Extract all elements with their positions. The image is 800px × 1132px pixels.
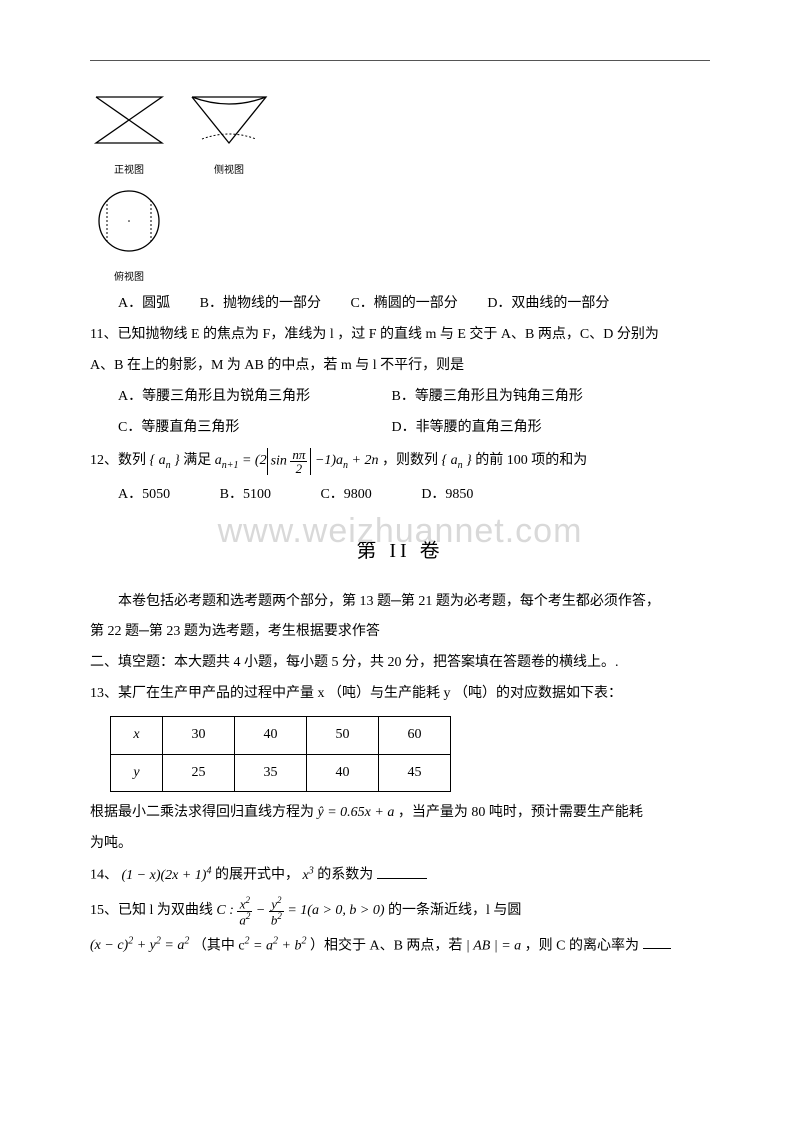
cell: 40 xyxy=(307,754,379,792)
cell: 45 xyxy=(379,754,451,792)
q15-line1: 15、已知 l 为双曲线 C : x2a2 − y2b2 = 1(a > 0, … xyxy=(90,891,710,930)
q13-line3: 为吨。 xyxy=(90,829,710,860)
q11-line2: A、B 在上的射影，M 为 AB 的中点，若 m 与 l 不平行，则是 xyxy=(90,351,710,382)
q14-expr: (1 − x)(2x + 1) xyxy=(122,868,207,883)
cell: x xyxy=(111,716,163,754)
q10-options: A．圆弧 B．抛物线的一部分 C．椭圆的一部分 D．双曲线的一部分 xyxy=(90,289,710,320)
q15-l2-ab: | AB | = a xyxy=(466,938,521,953)
cell: 25 xyxy=(163,754,235,792)
q15-l2-pre: (x − c) xyxy=(90,938,128,953)
q13-eq: ŷ = 0.65x + a xyxy=(318,805,398,820)
q14-x3exp: 3 xyxy=(309,865,314,876)
q11-options-row1: A．等腰三角形且为锐角三角形 B．等腰三角形且为钝角三角形 xyxy=(90,382,710,413)
q11-line1: 11、已知抛物线 E 的焦点为 F，准线为 l ，过 F 的直线 m 与 E 交… xyxy=(90,320,710,351)
q15-cond: = 1(a > 0, b > 0) xyxy=(287,903,388,918)
q13-line2: 根据最小二乘法求得回归直线方程为 ŷ = 0.65x + a ，当产量为 80 … xyxy=(90,798,710,829)
q15-line2: (x − c)2 + y2 = a2 （其中 c2 = a2 + b2 ）相交于… xyxy=(90,931,710,962)
q15-l2-mid: + y xyxy=(137,938,156,953)
side-view-label: 侧视图 xyxy=(186,160,272,182)
q12-opt-c: C．9800 xyxy=(320,487,371,502)
blank xyxy=(643,948,671,949)
table-row: x 30 40 50 60 xyxy=(111,716,451,754)
q15-l1-post: 的一条渐近线，l 与圆 xyxy=(388,903,521,918)
q14: 14、 (1 − x)(2x + 1)4 的展开式中， x3 的系数为 xyxy=(90,860,710,891)
section2-intro1: 本卷包括必考题和选考题两个部分，第 13 题─第 21 题为必考题，每个考生都必… xyxy=(90,587,710,618)
cell: 40 xyxy=(235,716,307,754)
q14-mid: 的展开式中， xyxy=(215,868,299,883)
q14-after: 的系数为 xyxy=(317,868,373,883)
q12-opt-d: D．9850 xyxy=(421,487,473,502)
q14-pre: 14、 xyxy=(90,868,118,883)
section2-intro2: 第 22 题─第 23 题为选考题，考生根据要求作答 xyxy=(90,617,710,648)
q15-l2-tail: ，则 C 的离心率为 xyxy=(525,938,639,953)
q15-l1-pre: 15、已知 l 为双曲线 xyxy=(90,903,213,918)
side-view: 侧视图 xyxy=(186,91,272,182)
q12-after: ，则数列 xyxy=(382,453,438,468)
q12-text: 12、数列 { an } 满足 an+1 = (2sin nπ2 −1)an +… xyxy=(90,443,710,479)
table-row: y 25 35 40 45 xyxy=(111,754,451,792)
q13-line2b: ，当产量为 80 吨时，预计需要生产能耗 xyxy=(398,805,643,820)
q10-opt-b: B．抛物线的一部分 xyxy=(200,296,321,311)
cell: 50 xyxy=(307,716,379,754)
cell: 60 xyxy=(379,716,451,754)
q12-prefix: 12、数列 xyxy=(90,453,146,468)
q15-l2-plus: + b xyxy=(282,938,302,953)
q13-table: x 30 40 50 60 y 25 35 40 45 xyxy=(110,716,451,793)
q10-opt-a: A．圆弧 xyxy=(118,296,170,311)
cell: 35 xyxy=(235,754,307,792)
front-view: 正视图 xyxy=(90,91,168,182)
front-view-label: 正视图 xyxy=(90,160,168,182)
blank xyxy=(377,878,427,879)
top-rule xyxy=(90,60,710,61)
section-2-title: 第 II 卷 xyxy=(90,529,710,573)
q10-opt-c: C．椭圆的一部分 xyxy=(350,296,457,311)
q13-line: 13、某厂在生产甲产品的过程中产量 x （吨）与生产能耗 y （吨）的对应数据如… xyxy=(90,679,710,710)
q12-options: A．5050 B．5100 C．9800 D．9850 xyxy=(90,480,710,511)
top-view-label: 俯视图 xyxy=(90,267,168,289)
q12-opt-b: B．5100 xyxy=(220,487,271,502)
q11-options-row2: C．等腰直角三角形 D．非等腰的直角三角形 xyxy=(90,413,710,444)
cell: y xyxy=(111,754,163,792)
q14-exp: 4 xyxy=(206,865,211,876)
q12-tail: 的前 100 项的和为 xyxy=(475,453,587,468)
q15-C: C : xyxy=(216,903,237,918)
q12-opt-a: A．5050 xyxy=(118,487,170,502)
fill-heading: 二、填空题：本大题共 4 小题，每小题 5 分，共 20 分，把答案填在答题卷的… xyxy=(90,648,710,679)
q15-l2-eq: = a xyxy=(164,938,184,953)
q11-opt-c: C．等腰直角三角形 xyxy=(118,413,388,444)
top-view: 俯视图 xyxy=(90,186,168,289)
q15-l2-paren: （其中 c xyxy=(193,938,245,953)
q12-mid: 满足 xyxy=(183,453,211,468)
q11-opt-d: D．非等腰的直角三角形 xyxy=(392,413,662,444)
q10-opt-d: D．双曲线的一部分 xyxy=(487,296,609,311)
cell: 30 xyxy=(163,716,235,754)
three-view-figures: 正视图 侧视图 xyxy=(90,91,710,182)
q15-l2-end: ）相交于 A、B 两点，若 xyxy=(310,938,462,953)
q11-opt-b: B．等腰三角形且为钝角三角形 xyxy=(392,382,662,413)
q15-l2-eq2: = a xyxy=(253,938,273,953)
q13-line2a: 根据最小二乘法求得回归直线方程为 xyxy=(90,805,314,820)
q11-opt-a: A．等腰三角形且为锐角三角形 xyxy=(118,382,388,413)
page-content: 正视图 侧视图 俯视图 A．圆弧 B．抛物线的一部分 C．椭圆的一部分 D．双曲… xyxy=(0,0,800,1002)
